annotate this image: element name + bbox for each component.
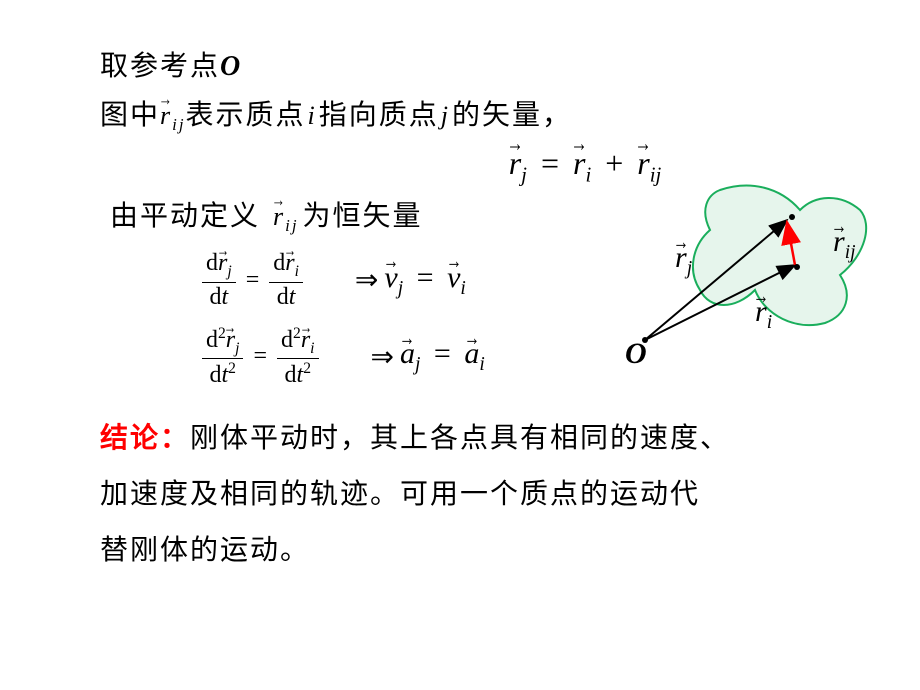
line1-pre: 取参考点 bbox=[100, 51, 220, 82]
frac-drj-dt: drj dt bbox=[202, 250, 236, 311]
point-j bbox=[789, 214, 795, 220]
frac-d2rj-dt2: d2rj dt2 bbox=[202, 325, 243, 390]
implies-2: ⇒ bbox=[371, 340, 394, 374]
point-i bbox=[794, 264, 800, 270]
frac-dri-dt: dri dt bbox=[269, 250, 303, 311]
frac-d2ri-dt2: d2ri dt2 bbox=[277, 325, 318, 390]
implies-1: ⇒ bbox=[355, 263, 378, 297]
eq1-eq: = bbox=[541, 145, 559, 181]
label-rij: rij bbox=[833, 225, 856, 264]
l2-j: j bbox=[441, 101, 450, 130]
l2-pre: 图中 bbox=[100, 100, 160, 131]
line-1: 取参考点O bbox=[100, 45, 860, 90]
l2-ij: ij bbox=[172, 115, 185, 134]
eq1-ri-i: i bbox=[585, 163, 591, 186]
vector-diagram: O rj ri rij bbox=[615, 175, 875, 375]
l3-post: 为恒矢量 bbox=[303, 201, 423, 232]
l3-r: r bbox=[273, 196, 285, 238]
aj-eq-ai: aj = ai bbox=[400, 337, 485, 376]
line-2: 图中rij表示质点i指向质点j的矢量， bbox=[100, 94, 860, 139]
l2-post: 的矢量， bbox=[452, 100, 572, 131]
d2-eq: = bbox=[253, 343, 267, 370]
label-rj: rj bbox=[675, 241, 692, 280]
conclusion-block: 结论：刚体平动时，其上各点具有相同的速度、 加速度及相同的轨迹。可用一个质点的运… bbox=[100, 411, 860, 579]
l2-mid: 表示质点 bbox=[186, 100, 306, 131]
l2-i: i bbox=[308, 101, 317, 130]
line1-O: O bbox=[220, 51, 242, 82]
eq1-rj-j: j bbox=[521, 163, 527, 186]
conclusion-label: 结论： bbox=[100, 423, 190, 454]
conclusion-body2: 加速度及相同的轨迹。可用一个质点的运动代 bbox=[100, 467, 860, 523]
conclusion-body3: 替刚体的运动。 bbox=[100, 523, 860, 579]
l3-pre: 由平动定义 bbox=[110, 201, 260, 232]
eq1-rj-r: r bbox=[509, 145, 521, 182]
l3-ij: ij bbox=[285, 216, 298, 235]
eq1-ri-r: r bbox=[573, 145, 585, 182]
vj-eq-vi: vj = vi bbox=[384, 261, 465, 300]
conclusion-body1: 刚体平动时，其上各点具有相同的速度、 bbox=[190, 423, 730, 454]
l2-mid2: 指向质点 bbox=[319, 100, 439, 131]
l2-r: r bbox=[160, 95, 172, 137]
label-O: O bbox=[625, 337, 647, 371]
label-ri: ri bbox=[755, 295, 772, 334]
d1-eq: = bbox=[246, 267, 260, 294]
